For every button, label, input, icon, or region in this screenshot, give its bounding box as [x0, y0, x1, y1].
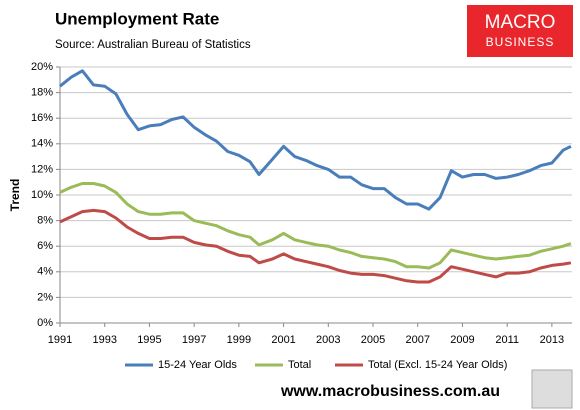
logo-box: [467, 5, 573, 57]
x-tick-label: 1993: [92, 334, 116, 346]
x-tick-label: 2009: [450, 334, 474, 346]
x-tick-label: 2003: [316, 334, 340, 346]
logo-image: [531, 369, 573, 409]
footer-url: www.macrobusiness.com.au: [280, 383, 500, 400]
y-tick-label: 16%: [31, 112, 53, 124]
y-tick-label: 4%: [37, 266, 53, 278]
x-tick-label: 1995: [137, 334, 161, 346]
x-tick-label: 2007: [405, 334, 429, 346]
series-line: [59, 69, 572, 211]
y-tick-label: 12%: [31, 163, 53, 175]
logo-text: BUSINESS: [486, 35, 555, 49]
y-tick-label: 20%: [31, 61, 53, 73]
y-tick-label: 0%: [37, 317, 53, 329]
y-tick-label: 14%: [31, 138, 53, 150]
x-tick-label: 2001: [271, 334, 295, 346]
chart-subtitle: Source: Australian Bureau of Statistics: [55, 39, 251, 51]
y-tick-label: 6%: [37, 240, 53, 252]
x-tick-label: 1999: [227, 334, 251, 346]
y-tick-label: 10%: [31, 189, 53, 201]
legend-label: Total: [288, 359, 311, 371]
x-tick-label: 2011: [495, 334, 519, 346]
y-tick-label: 8%: [37, 215, 53, 227]
series-line: [59, 208, 572, 284]
legend-label: 15-24 Year Olds: [158, 359, 237, 371]
y-tick-label: 2%: [37, 291, 53, 303]
y-axis-label: Trend: [8, 179, 22, 212]
x-tick-label: 2013: [540, 334, 564, 346]
legend-label: Total (Excl. 15-24 Year Olds): [368, 359, 507, 371]
logo-text: MACRO: [485, 12, 556, 33]
series-line: [59, 182, 572, 270]
x-tick-label: 1991: [48, 334, 72, 346]
x-tick-label: 1997: [182, 334, 206, 346]
x-tick-label: 2005: [361, 334, 385, 346]
y-tick-label: 18%: [31, 87, 53, 99]
chart-title: Unemployment Rate: [55, 9, 219, 28]
